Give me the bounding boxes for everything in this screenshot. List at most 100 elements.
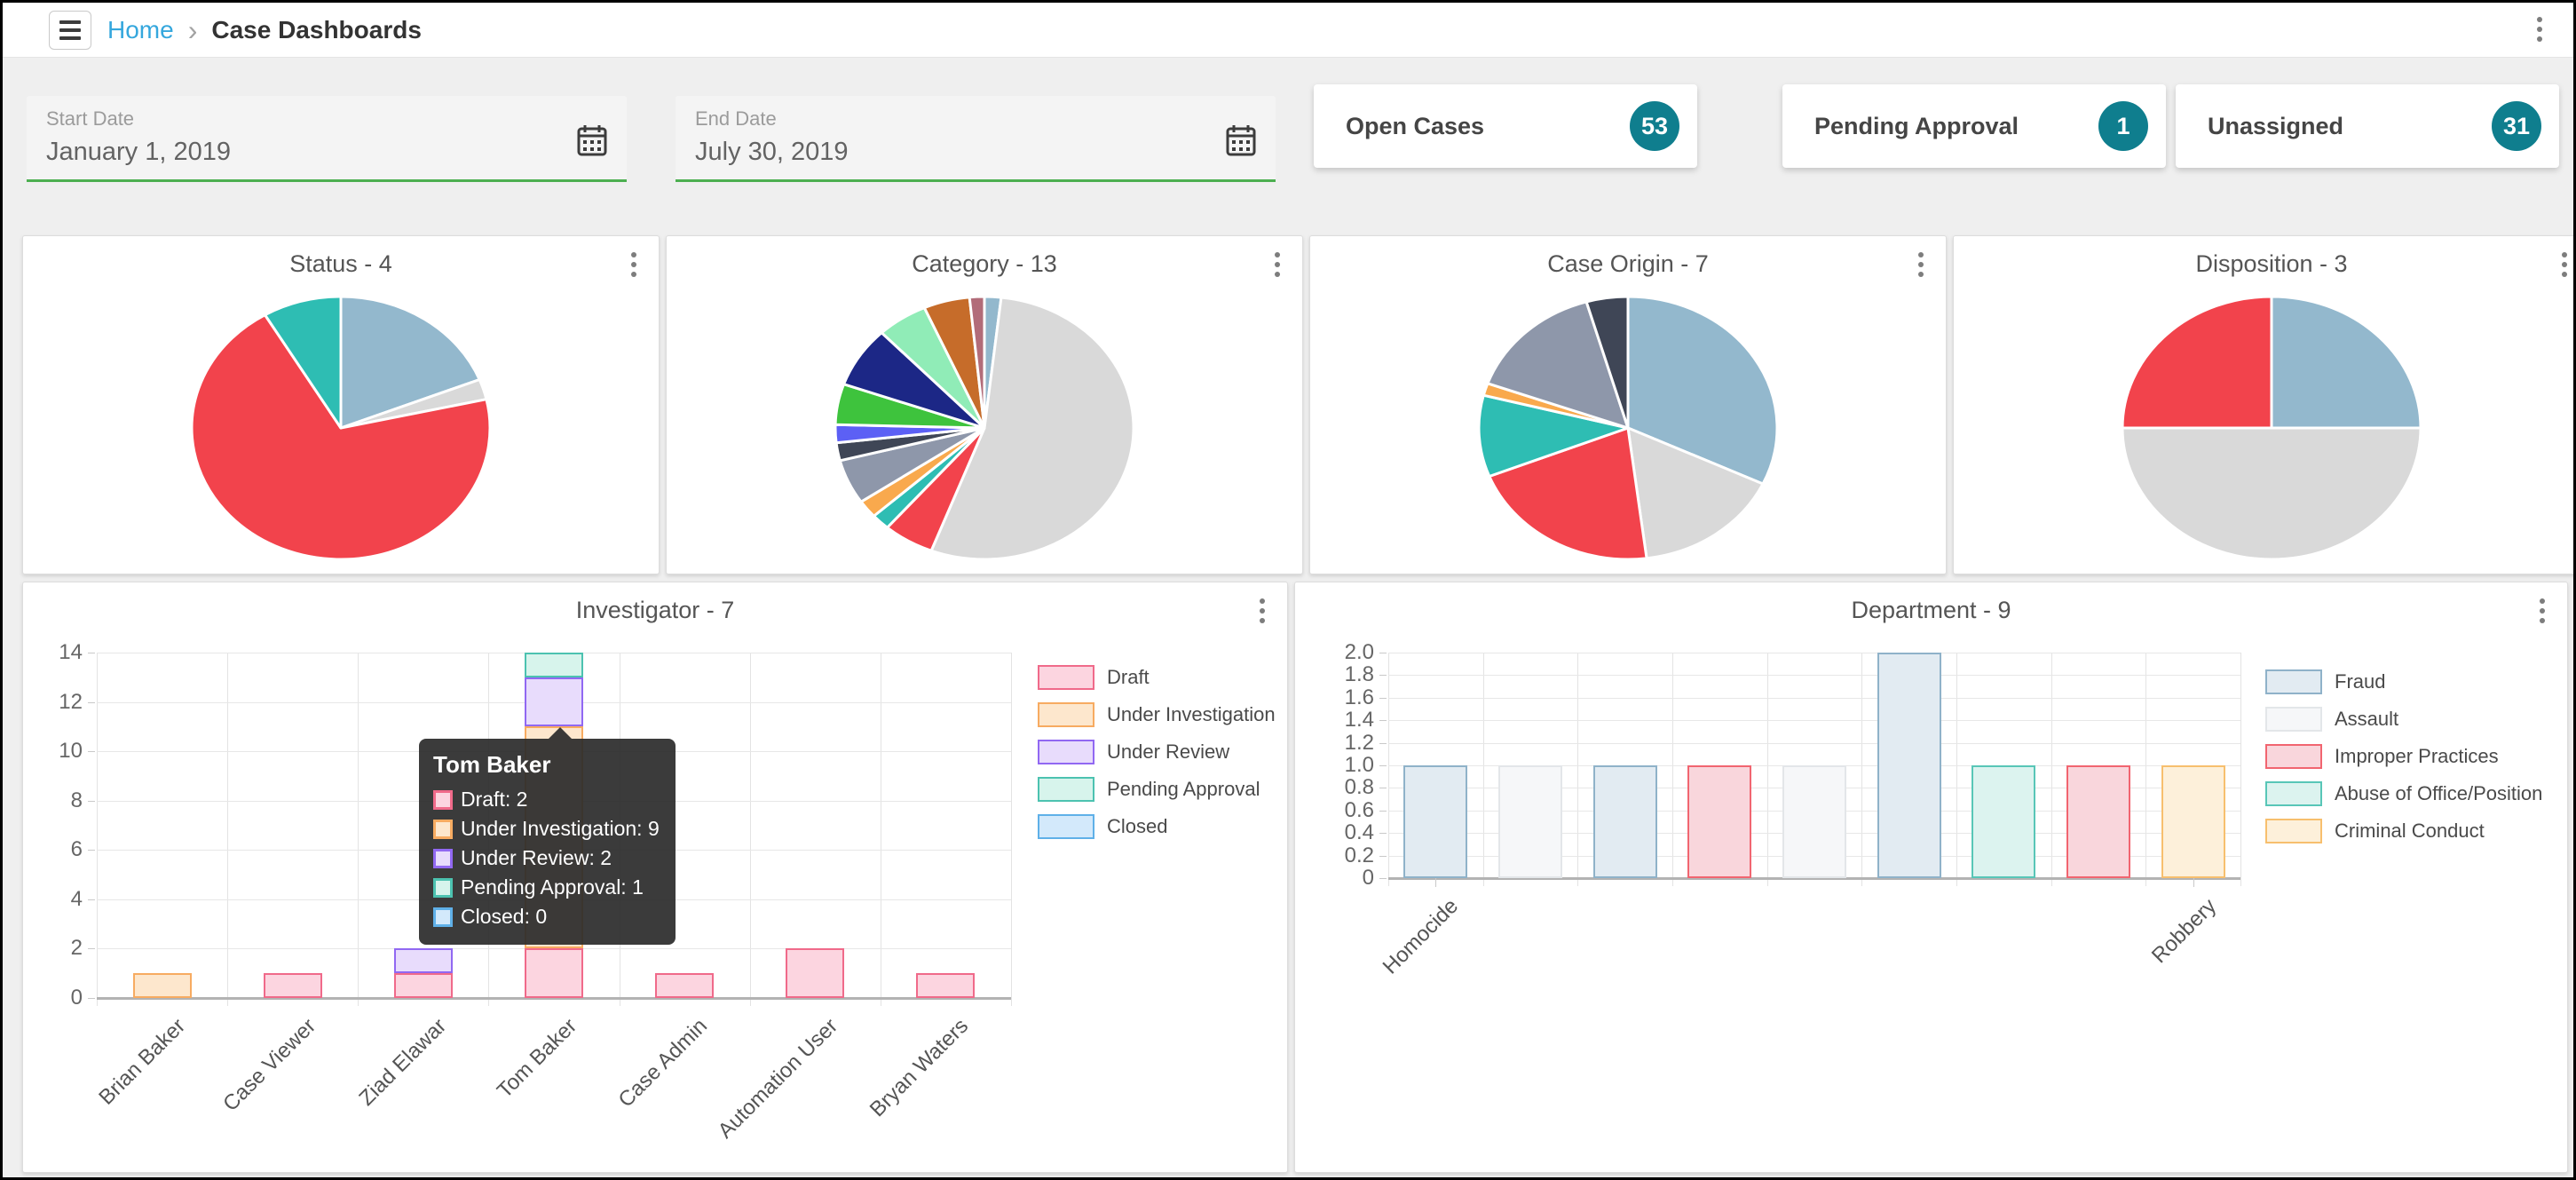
y-axis-label: 12 <box>59 689 83 714</box>
legend-label: Under Investigation <box>1107 703 1276 725</box>
y-axis-label: 0.8 <box>1344 775 1374 800</box>
y-axis-label: 1.6 <box>1344 685 1374 709</box>
legend-item[interactable]: Closed <box>1038 814 1276 839</box>
bar-assault[interactable] <box>1782 765 1846 878</box>
end-date-field[interactable]: End Date July 30, 2019 <box>676 96 1276 182</box>
bar-segment-draft[interactable] <box>263 973 322 998</box>
legend-item[interactable]: Improper Practices <box>2265 744 2542 769</box>
axis-tick <box>1379 697 1387 699</box>
legend-item[interactable]: Abuse of Office/Position <box>2265 781 2542 806</box>
hamburger-menu-button[interactable] <box>49 11 91 50</box>
axis-tick <box>1379 675 1387 677</box>
legend-item[interactable]: Criminal Conduct <box>2265 819 2542 843</box>
breadcrumb-home-link[interactable]: Home <box>107 16 174 44</box>
card-menu-icon[interactable] <box>1268 252 1286 277</box>
tooltip-swatch <box>433 877 453 898</box>
calendar-icon[interactable] <box>577 124 607 156</box>
pie-slice-0[interactable] <box>1626 295 1779 486</box>
chart-title: Case Origin - 7 <box>1547 250 1709 277</box>
bar-segment-draft[interactable] <box>525 948 583 998</box>
bar-abuse-of-office-position[interactable] <box>1972 765 2036 878</box>
pie-slice-6[interactable] <box>1584 295 1630 430</box>
legend-swatch <box>2265 781 2322 806</box>
case-origin-pie-chart <box>1477 295 1779 561</box>
chevron-right-icon: › <box>187 14 198 46</box>
bar-improper-practices[interactable] <box>2066 765 2130 878</box>
axis-tick <box>88 800 95 802</box>
legend-item[interactable]: Under Investigation <box>1038 702 1276 727</box>
tooltip-row-label: Under Review: 2 <box>461 846 612 869</box>
gridline-vertical <box>2145 653 2147 886</box>
card-menu-icon[interactable] <box>1912 252 1930 277</box>
bar-improper-practices[interactable] <box>1687 765 1752 878</box>
pie-slice-2[interactable] <box>1488 426 1648 561</box>
bar-segment-under-review[interactable] <box>393 948 453 974</box>
kpi-card-unassigned[interactable]: Unassigned 31 <box>2176 84 2559 168</box>
legend-item[interactable]: Draft <box>1038 665 1276 690</box>
end-date-value: July 30, 2019 <box>695 138 849 166</box>
gridline-vertical <box>1388 653 1389 886</box>
y-axis-label: 1.0 <box>1344 753 1374 777</box>
gridline-vertical <box>2051 653 2052 886</box>
bar-segment-draft[interactable] <box>786 948 845 998</box>
bar-segment-pending-approval[interactable] <box>525 653 583 677</box>
bar-criminal-conduct[interactable] <box>2161 765 2225 878</box>
pie-slice-5[interactable] <box>1486 300 1630 430</box>
bar-segment-draft[interactable] <box>393 973 453 998</box>
pie-slice-1[interactable] <box>1626 426 1765 560</box>
chart-title: Department - 9 <box>1851 597 2011 623</box>
bar-assault[interactable] <box>1498 765 1562 878</box>
pie-slice-12[interactable] <box>968 295 986 430</box>
pie-slice-2[interactable] <box>190 313 492 561</box>
axis-tick <box>1379 878 1387 879</box>
kpi-count-badge: 31 <box>2492 101 2541 151</box>
legend-item[interactable]: Under Review <box>1038 740 1276 764</box>
tooltip-caret <box>549 727 572 739</box>
bar-fraud[interactable] <box>1592 765 1657 878</box>
card-menu-icon[interactable] <box>625 252 643 277</box>
card-menu-icon[interactable] <box>2533 598 2551 623</box>
y-axis-label: 0 <box>70 986 83 1010</box>
pie-slice-3[interactable] <box>263 295 343 430</box>
legend-item[interactable]: Assault <box>2265 707 2542 732</box>
kpi-count-badge: 1 <box>2098 101 2148 151</box>
pie-slice-3[interactable] <box>1477 393 1630 478</box>
bar-segment-under-investigation[interactable] <box>132 973 192 998</box>
pie-slice-0[interactable] <box>339 295 481 430</box>
bar-segment-under-review[interactable] <box>525 677 583 727</box>
legend-item[interactable]: Pending Approval <box>1038 777 1276 802</box>
gridline-vertical <box>358 653 360 1006</box>
y-axis-label: 14 <box>59 640 83 664</box>
legend-item[interactable]: Fraud <box>2265 669 2542 694</box>
legend-label: Pending Approval <box>1107 778 1260 800</box>
kebab-menu-icon[interactable] <box>2531 17 2548 42</box>
legend-swatch <box>1038 777 1094 802</box>
legend-label: Fraud <box>2335 670 2386 693</box>
card-menu-icon[interactable] <box>1253 598 1271 623</box>
kpi-card-pending-approval[interactable]: Pending Approval 1 <box>1782 84 2166 168</box>
x-axis-label: Case Viewer <box>217 1014 320 1116</box>
chart-legend: Fraud Assault Improper Practices Abuse of O… <box>2265 669 2542 856</box>
legend-swatch <box>2265 744 2322 769</box>
pie-slice-0[interactable] <box>2270 295 2422 430</box>
hamburger-bar <box>59 36 81 40</box>
pie-slice-1[interactable] <box>2121 426 2422 561</box>
bar-segment-draft[interactable] <box>916 973 976 998</box>
legend-swatch <box>2265 819 2322 843</box>
pie-slice-2[interactable] <box>2121 295 2273 430</box>
gridline <box>1388 742 2240 744</box>
axis-tick <box>88 701 95 703</box>
start-date-field[interactable]: Start Date January 1, 2019 <box>27 96 627 182</box>
kpi-card-open-cases[interactable]: Open Cases 53 <box>1314 84 1697 168</box>
pie-slice-1[interactable] <box>929 296 1135 561</box>
card-menu-icon[interactable] <box>2556 252 2573 277</box>
x-axis-label: Homocide <box>1378 894 1464 979</box>
bar-fraud[interactable] <box>1403 765 1468 878</box>
calendar-icon[interactable] <box>1226 124 1256 156</box>
bar-fraud[interactable] <box>1877 653 1941 878</box>
x-axis-tick <box>2193 878 2194 887</box>
tooltip-swatch <box>433 907 453 927</box>
bar-segment-draft[interactable] <box>655 973 715 998</box>
gridline-vertical <box>1672 653 1673 886</box>
gridline <box>1388 720 2240 722</box>
